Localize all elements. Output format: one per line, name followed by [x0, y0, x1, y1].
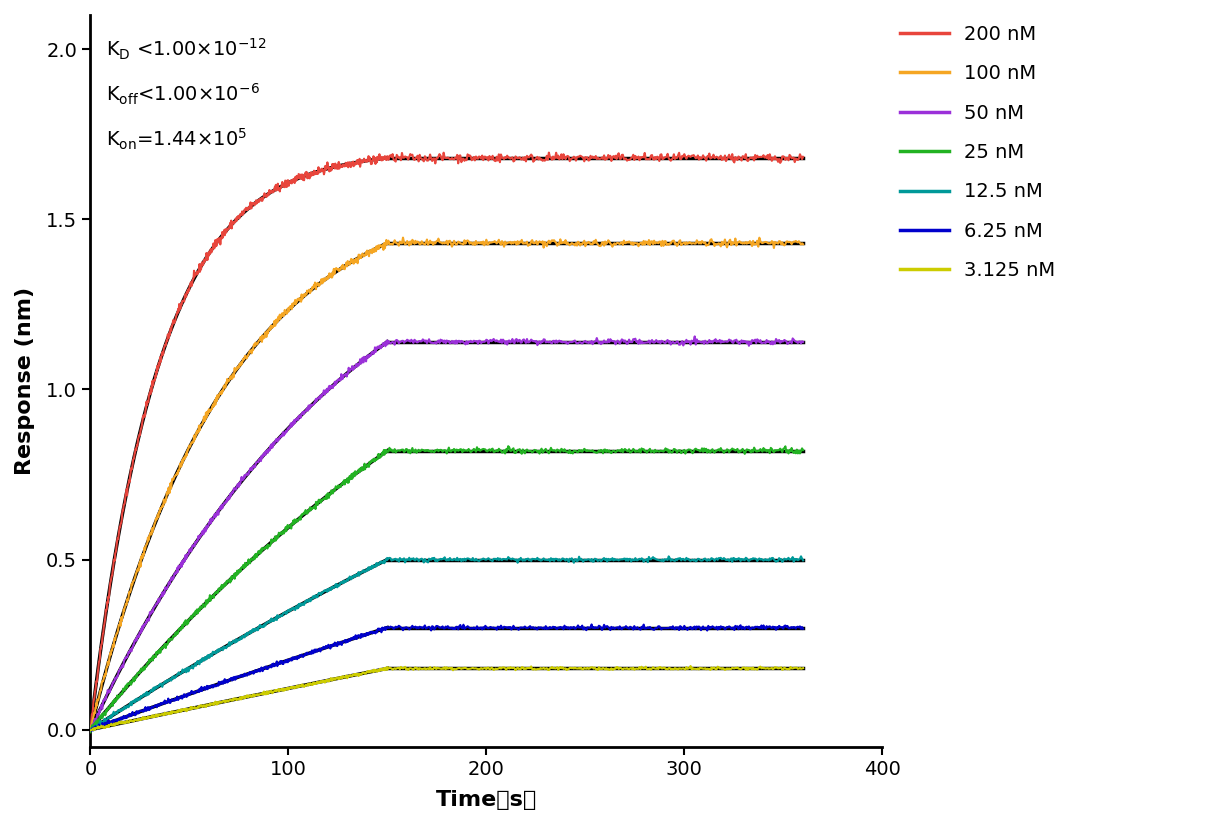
Text: K$_\mathrm{D}$ <1.00×10$^{-12}$
K$_\mathrm{off}$<1.00×10$^{-6}$
K$_\mathrm{on}$=: K$_\mathrm{D}$ <1.00×10$^{-12}$ K$_\math…	[106, 37, 267, 152]
X-axis label: Time（s）: Time（s）	[436, 790, 537, 810]
Legend: 200 nM, 100 nM, 50 nM, 25 nM, 12.5 nM, 6.25 nM, 3.125 nM: 200 nM, 100 nM, 50 nM, 25 nM, 12.5 nM, 6…	[899, 25, 1056, 281]
Y-axis label: Response (nm): Response (nm)	[15, 287, 34, 475]
